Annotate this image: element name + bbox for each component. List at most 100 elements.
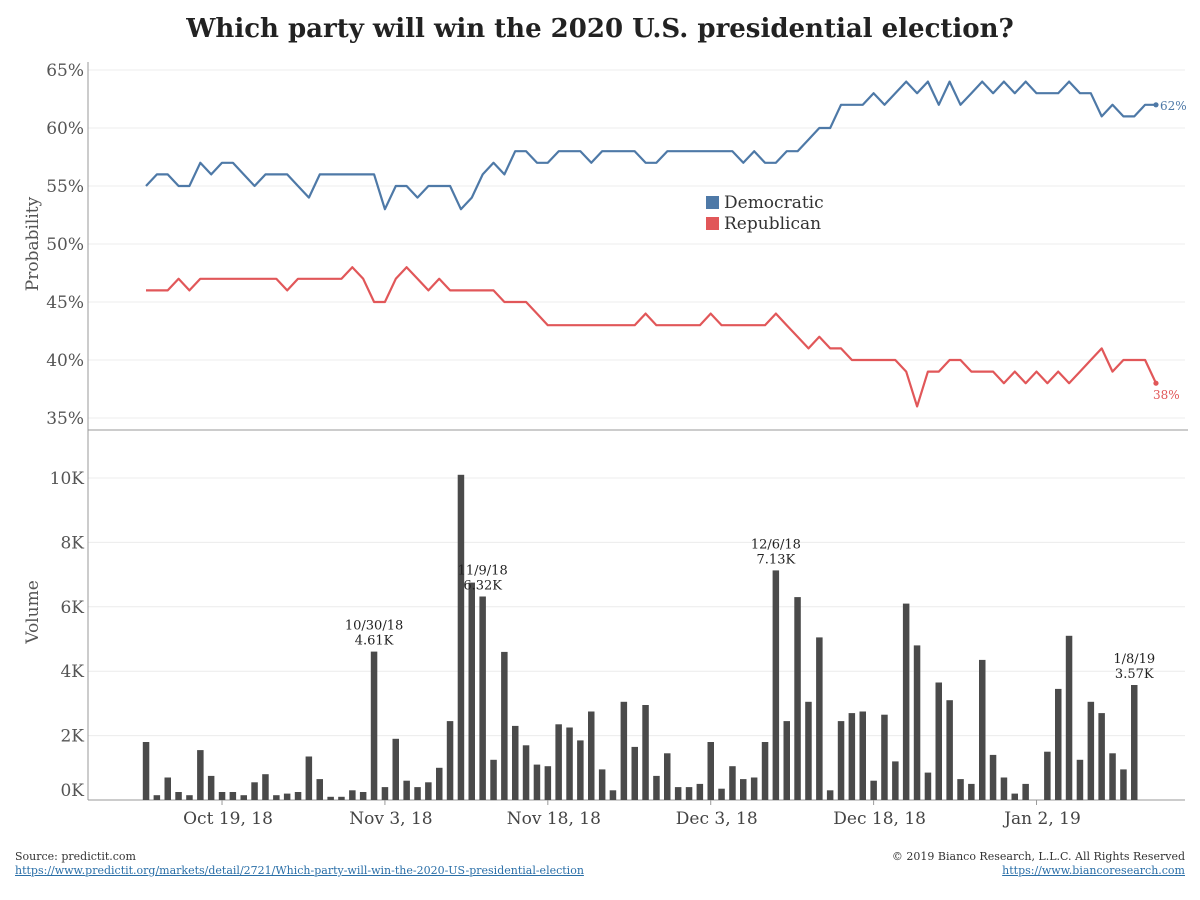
prob-tick-label: 45% xyxy=(46,293,84,313)
prob-tick-label: 50% xyxy=(46,235,84,255)
volume-bar xyxy=(468,582,475,800)
volume-bar xyxy=(674,787,682,800)
volume-bar xyxy=(512,725,519,800)
volume-bar xyxy=(338,796,345,800)
volume-tick-label: 4K xyxy=(60,662,84,682)
source-text: Source: predictit.com xyxy=(15,850,136,863)
volume-bar xyxy=(153,795,161,800)
x-tick-label: Nov 3, 18 xyxy=(349,809,432,829)
volume-bar xyxy=(685,787,693,800)
volume-bar xyxy=(783,721,790,800)
prob-tick-label: 55% xyxy=(46,177,84,197)
volume-bar xyxy=(316,779,323,800)
x-tick-label: Nov 18, 18 xyxy=(507,809,601,829)
republican-legend-swatch xyxy=(706,217,719,230)
republican-end-label: 38% xyxy=(1153,388,1180,402)
volume-bar xyxy=(1131,685,1138,800)
annotation-date: 12/6/18 xyxy=(751,537,801,552)
volume-bar xyxy=(870,780,877,800)
volume-bar xyxy=(446,721,454,800)
volume-bar xyxy=(664,753,671,800)
volume-bar xyxy=(848,713,856,800)
volume-bar xyxy=(794,597,801,800)
volume-bar xyxy=(436,767,443,800)
volume-bar xyxy=(707,742,714,800)
volume-bar xyxy=(1044,751,1051,800)
volume-tick-label: 0K xyxy=(60,781,84,801)
volume-bar xyxy=(305,756,313,800)
volume-bar xyxy=(164,777,171,800)
volume-bar xyxy=(577,740,584,800)
volume-bar xyxy=(349,790,356,800)
volume-bar xyxy=(294,792,302,800)
volume-bar xyxy=(598,769,606,800)
volume-bar xyxy=(207,775,215,800)
republican-line xyxy=(146,266,1157,408)
volume-bar xyxy=(370,651,378,800)
volume-bar xyxy=(881,714,888,800)
democratic-end-label: 62% xyxy=(1160,99,1187,113)
chart-title: Which party will win the 2020 U.S. presi… xyxy=(186,14,1014,44)
volume-axis-label: Volume xyxy=(23,580,43,645)
volume-bar xyxy=(522,745,530,800)
republican-end-point xyxy=(1153,380,1159,386)
prob-axis-label: Probability xyxy=(23,196,43,291)
copyright-text: © 2019 Bianco Research, L.L.C. All Right… xyxy=(891,850,1185,863)
annotation-date: 1/8/19 xyxy=(1113,652,1155,667)
volume-bar xyxy=(1022,783,1029,800)
volume-bar xyxy=(479,596,486,800)
volume-bar xyxy=(229,792,237,800)
volume-bar xyxy=(1109,753,1116,800)
annotation-date: 11/9/18 xyxy=(458,563,508,578)
volume-bar xyxy=(1120,769,1127,800)
volume-bar xyxy=(913,645,921,800)
x-tick-label: Oct 19, 18 xyxy=(183,809,273,829)
volume-bar xyxy=(283,793,291,800)
source-link[interactable]: https://www.predictit.org/markets/detail… xyxy=(15,864,584,877)
volume-bar xyxy=(968,783,975,800)
volume-bar xyxy=(816,637,823,800)
volume-bar xyxy=(1098,713,1105,800)
volume-tick-label: 6K xyxy=(60,598,84,618)
volume-bar xyxy=(142,742,150,800)
volume-bar xyxy=(327,796,334,800)
volume-tick-label: 8K xyxy=(60,533,84,553)
volume-bar xyxy=(403,780,410,800)
volume-bar xyxy=(1087,701,1095,800)
democratic-end-point xyxy=(1153,102,1159,108)
x-tick-label: Jan 2, 19 xyxy=(1002,809,1081,829)
volume-bar xyxy=(924,772,932,800)
volume-bar xyxy=(414,787,421,800)
volume-tick-label: 2K xyxy=(60,727,84,747)
site-link[interactable]: https://www.biancoresearch.com xyxy=(1002,864,1185,877)
annotation-value: 3.57K xyxy=(1115,667,1154,682)
prob-tick-label: 40% xyxy=(46,351,84,371)
volume-bar xyxy=(946,700,953,800)
democratic-legend-label: Democratic xyxy=(724,193,824,213)
republican-legend-label: Republican xyxy=(724,214,821,234)
volume-bar xyxy=(251,782,258,800)
volume-bar xyxy=(501,651,508,800)
prob-tick-label: 35% xyxy=(46,409,84,429)
volume-bar xyxy=(826,790,834,800)
volume-bar xyxy=(772,570,780,800)
volume-bar xyxy=(620,701,628,800)
volume-bar xyxy=(262,774,269,800)
volume-bar xyxy=(729,766,736,800)
x-tick-label: Dec 18, 18 xyxy=(833,809,926,829)
volume-bar xyxy=(1055,688,1062,800)
annotation-value: 7.13K xyxy=(757,552,796,567)
volume-bar xyxy=(273,795,280,800)
x-tick-label: Dec 3, 18 xyxy=(676,809,758,829)
volume-bar xyxy=(740,779,747,800)
democratic-line xyxy=(145,80,1156,211)
footer-left: Source: predictit.com https://www.predic… xyxy=(15,850,584,878)
footer-right: © 2019 Bianco Research, L.L.C. All Right… xyxy=(892,850,1185,878)
prob-tick-label: 60% xyxy=(46,119,84,139)
volume-bar xyxy=(218,792,226,800)
volume-bar xyxy=(979,659,986,800)
volume-bar xyxy=(1065,635,1073,800)
prob-tick-label: 65% xyxy=(46,61,84,81)
annotation-value: 4.61K xyxy=(355,634,394,649)
